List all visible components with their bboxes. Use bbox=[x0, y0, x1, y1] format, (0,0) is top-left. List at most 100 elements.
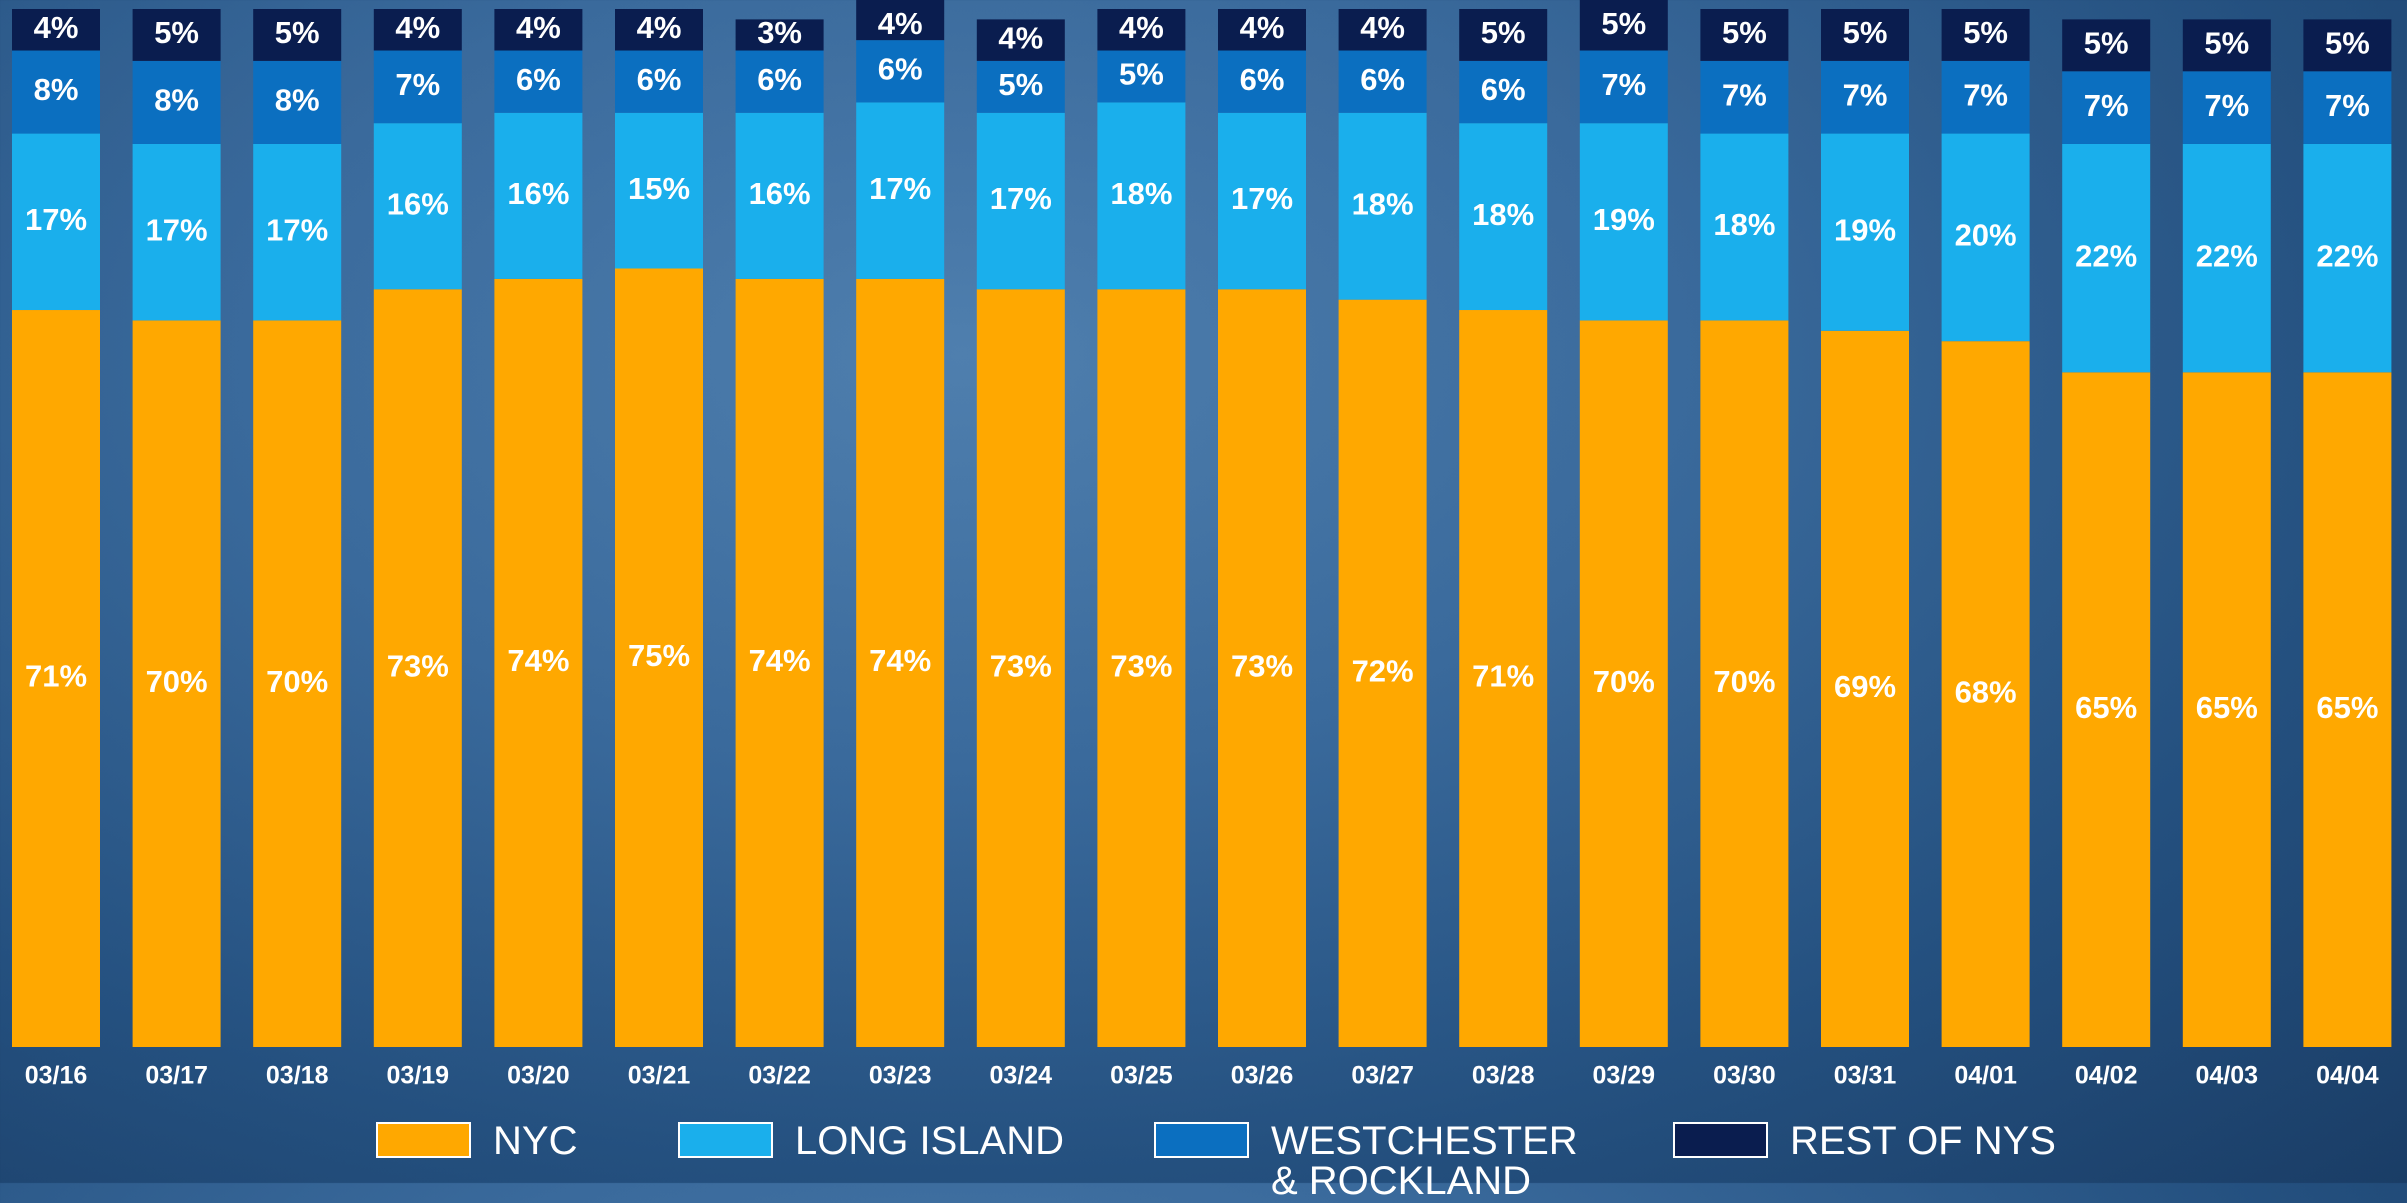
x-tick-label: 04/04 bbox=[2316, 1062, 2379, 1090]
data-label: 70% bbox=[1713, 664, 1775, 699]
data-label: 4% bbox=[1360, 10, 1405, 45]
bar-segment bbox=[1579, 320, 1668, 1047]
x-tick-label: 03/19 bbox=[387, 1062, 450, 1090]
data-label: 5% bbox=[154, 15, 199, 50]
legend: NYC LONG ISLAND WESTCHESTER & ROCKLAND REST… bbox=[0, 1112, 2407, 1201]
bar-segment bbox=[494, 50, 583, 113]
data-label: 5% bbox=[998, 67, 1043, 102]
bar-segment bbox=[1097, 102, 1186, 290]
bar-segment bbox=[1218, 9, 1306, 51]
data-label: 17% bbox=[1231, 181, 1293, 216]
data-label: 5% bbox=[2084, 26, 2129, 61]
bar-segment bbox=[373, 50, 462, 124]
data-label: 70% bbox=[1593, 664, 1655, 699]
bar-segment bbox=[856, 40, 945, 103]
bar-segment bbox=[373, 9, 462, 51]
bar-segment bbox=[615, 9, 703, 51]
data-label: 5% bbox=[1481, 15, 1526, 50]
data-label: 69% bbox=[1834, 669, 1896, 704]
data-label: 65% bbox=[2316, 690, 2378, 725]
bar-segment bbox=[856, 102, 945, 279]
bar-segment bbox=[1941, 341, 2030, 1047]
data-label: 7% bbox=[1722, 77, 1767, 112]
bar-segment bbox=[132, 9, 221, 61]
x-tick-label: 03/29 bbox=[1593, 1062, 1656, 1090]
legend-item: WESTCHESTER & ROCKLAND bbox=[1154, 1112, 1578, 1201]
data-label: 18% bbox=[1110, 176, 1172, 211]
data-label: 5% bbox=[1963, 15, 2008, 50]
bar-segment bbox=[2062, 372, 2151, 1047]
x-tick-label: 03/18 bbox=[266, 1062, 329, 1090]
data-label: 18% bbox=[1713, 207, 1775, 242]
data-label: 74% bbox=[507, 643, 569, 678]
data-label: 8% bbox=[154, 83, 199, 118]
data-label: 18% bbox=[1472, 197, 1534, 232]
bar-segment bbox=[12, 310, 100, 1047]
x-tick-label: 03/26 bbox=[1231, 1062, 1294, 1090]
bar-segment bbox=[1579, 0, 1668, 51]
bar-segment bbox=[12, 9, 100, 51]
bar-segment bbox=[976, 60, 1065, 113]
data-label: 5% bbox=[1722, 15, 1767, 50]
data-label: 16% bbox=[749, 176, 811, 211]
bar-segment bbox=[2062, 19, 2151, 72]
x-tick-label: 03/16 bbox=[25, 1062, 88, 1090]
bar-segment bbox=[1338, 299, 1427, 1047]
bar-segment bbox=[253, 320, 342, 1047]
data-label: 17% bbox=[990, 181, 1052, 216]
x-tick-label: 03/27 bbox=[1351, 1062, 1414, 1090]
bar-segment bbox=[1338, 50, 1427, 113]
bar-segment bbox=[2182, 143, 2271, 373]
bar-segment bbox=[2062, 143, 2151, 373]
data-label: 5% bbox=[1601, 6, 1646, 41]
bar-segment bbox=[1821, 133, 1909, 331]
data-label: 73% bbox=[1110, 648, 1172, 683]
data-label: 74% bbox=[749, 643, 811, 678]
data-label: 6% bbox=[757, 62, 802, 97]
bar-segment bbox=[1941, 133, 2030, 342]
bar-segment bbox=[1097, 289, 1186, 1047]
bar-segment bbox=[735, 50, 824, 113]
bar-segment bbox=[1459, 9, 1548, 61]
data-label: 17% bbox=[869, 171, 931, 206]
data-label: 7% bbox=[2084, 88, 2129, 123]
bar-segment bbox=[976, 112, 1065, 290]
data-label: 68% bbox=[1955, 674, 2017, 709]
x-tick-label: 03/25 bbox=[1110, 1062, 1173, 1090]
data-label: 4% bbox=[878, 6, 923, 41]
bar-segment bbox=[615, 268, 703, 1047]
bar-segment bbox=[1459, 123, 1548, 311]
data-label: 19% bbox=[1834, 212, 1896, 247]
bar-segment bbox=[1700, 320, 1789, 1047]
data-label: 15% bbox=[628, 171, 690, 206]
data-label: 8% bbox=[34, 72, 79, 107]
data-label: 4% bbox=[34, 10, 79, 45]
bar-segment bbox=[1821, 330, 1909, 1047]
bar-segment bbox=[1218, 289, 1306, 1047]
bar-segment bbox=[1941, 60, 2030, 134]
legend-item: NYC bbox=[376, 1112, 577, 1161]
data-label: 17% bbox=[25, 202, 87, 237]
bar-segment bbox=[373, 289, 462, 1047]
bar-segment bbox=[253, 60, 342, 144]
bar-segment bbox=[2182, 71, 2271, 144]
data-label: 7% bbox=[395, 67, 440, 102]
bar-segment bbox=[1700, 9, 1789, 61]
data-label: 70% bbox=[266, 664, 328, 699]
data-label: 20% bbox=[1955, 218, 2017, 253]
bar-segment bbox=[1700, 133, 1789, 321]
bar-segment bbox=[2062, 71, 2151, 144]
data-label: 22% bbox=[2196, 238, 2258, 273]
bar-segment bbox=[2182, 372, 2271, 1047]
data-label: 65% bbox=[2075, 690, 2137, 725]
data-label: 6% bbox=[878, 51, 923, 86]
data-label: 5% bbox=[1843, 15, 1888, 50]
bar-segment bbox=[735, 112, 824, 279]
bar-segment bbox=[1218, 112, 1306, 290]
bar-segment bbox=[1097, 50, 1186, 103]
data-label: 4% bbox=[1240, 10, 1285, 45]
bar-segment bbox=[1097, 9, 1186, 51]
data-label: 71% bbox=[1472, 659, 1534, 694]
bar-segment bbox=[856, 278, 945, 1047]
